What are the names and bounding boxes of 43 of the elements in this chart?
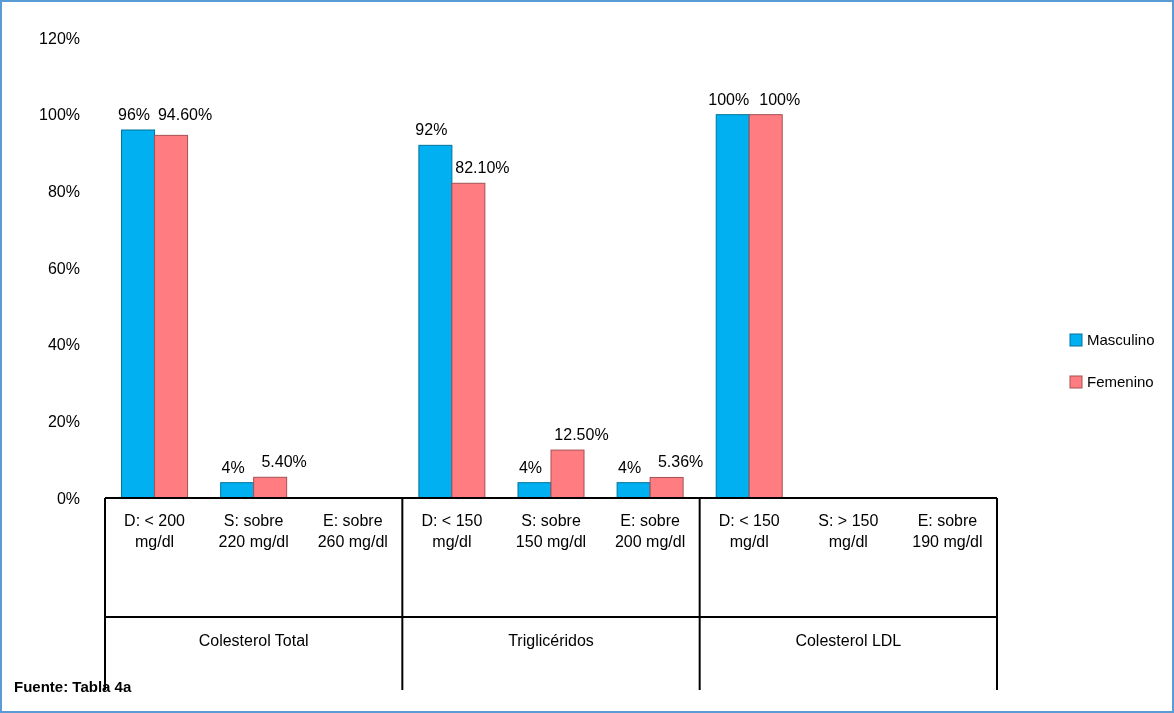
bar xyxy=(715,114,750,499)
data-label: 100% xyxy=(759,90,801,108)
legend-label: Femenino xyxy=(1087,373,1154,390)
bar xyxy=(154,134,189,499)
data-label: 5.40% xyxy=(261,453,307,471)
bar xyxy=(748,114,783,499)
bar xyxy=(253,476,288,499)
x-tick-label: D: < 150 mg/dl xyxy=(718,512,780,550)
x-tick-label: D: < 200 mg/dl xyxy=(124,512,186,550)
x-tick-label: S: sobre 220 mg/dl xyxy=(218,512,289,550)
text: Colesterol LDL xyxy=(795,632,902,649)
y-tick-label: 40% xyxy=(47,336,80,354)
x-tick-label: E: sobre 200 mg/dl xyxy=(614,512,686,550)
y-tick-label: 120% xyxy=(39,29,80,47)
text: Triglicéridos xyxy=(508,632,594,649)
bar xyxy=(121,129,156,499)
data-label: 100% xyxy=(708,90,750,108)
x-tick-label: S: sobre 150 mg/dl xyxy=(515,512,587,550)
bar xyxy=(451,182,486,499)
y-tick-label: 80% xyxy=(47,182,80,200)
data-label: 5.36% xyxy=(657,453,704,471)
bar xyxy=(649,476,684,499)
data-label: 4% xyxy=(518,458,543,476)
data-label: 92% xyxy=(415,121,448,139)
data-label: 94.60% xyxy=(157,106,213,123)
bar xyxy=(418,144,453,499)
data-label: 82.10% xyxy=(455,159,510,177)
y-tick-label: 100% xyxy=(39,106,80,124)
y-tick-label: 0% xyxy=(56,489,80,507)
x-tick-label: S: > 150 mg/dl xyxy=(818,512,879,550)
y-tick-label: 20% xyxy=(47,412,80,430)
data-label: 12.50% xyxy=(554,426,609,444)
y-tick-label: 60% xyxy=(47,259,80,277)
text: Colesterol Total xyxy=(198,632,309,649)
x-tick-label: E: sobre 190 mg/dl xyxy=(912,512,983,550)
data-label: 4% xyxy=(221,458,245,476)
source-note: Fuente: Tabla 4a xyxy=(14,678,132,695)
data-label: 96% xyxy=(118,106,151,123)
x-tick-label: E: sobre 260 mg/dl xyxy=(317,512,388,550)
x-tick-label: D: < 150 mg/dl xyxy=(421,512,483,550)
bar xyxy=(550,449,585,499)
legend-label: Masculino xyxy=(1087,331,1155,348)
data-label: 4% xyxy=(618,458,642,476)
